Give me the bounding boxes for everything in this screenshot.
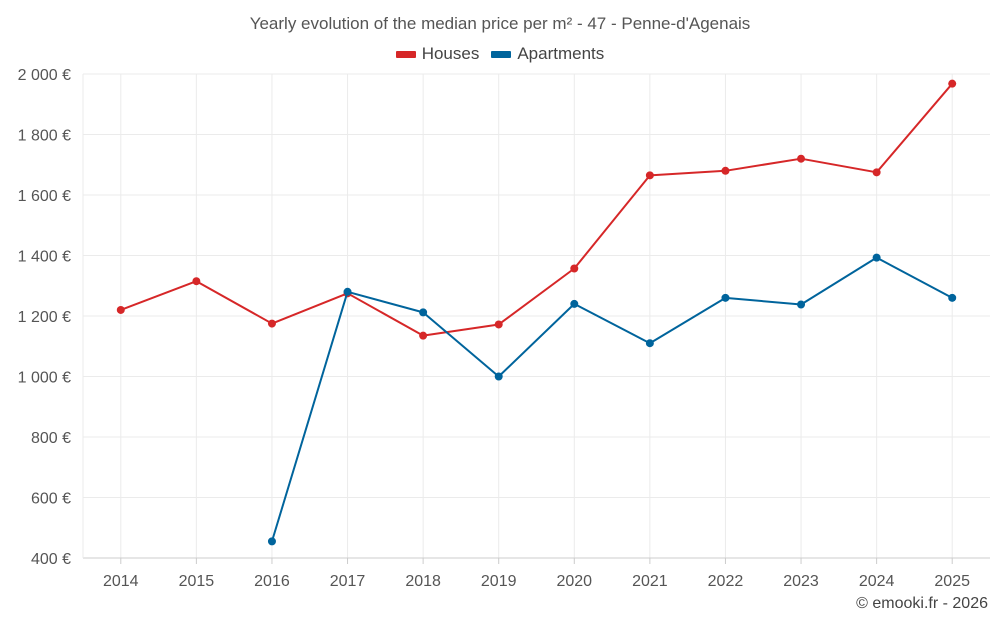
data-point-apartments[interactable]: [948, 293, 957, 302]
data-point-houses[interactable]: [645, 171, 654, 180]
x-tick-label: 2018: [405, 573, 441, 590]
credit: © emooki.fr - 2026: [856, 595, 988, 612]
y-tick-label: 1 400 €: [18, 249, 71, 266]
data-point-apartments[interactable]: [570, 299, 579, 308]
axes: 400 € 600 € 800 € 1 000 € 1 200 € 1 400 € 1 60…: [18, 67, 990, 590]
legend-label-apartments: Apartments: [517, 44, 605, 63]
x-tick-label: 2015: [179, 573, 215, 590]
y-tick-label: 400 €: [31, 551, 71, 568]
legend-item-houses[interactable]: Houses: [395, 44, 480, 64]
x-tick-label: 2019: [481, 573, 517, 590]
x-tick-label: 2017: [330, 573, 366, 590]
x-tick-label: 2021: [632, 573, 668, 590]
series-apartments: [267, 253, 957, 546]
chart-title: Yearly evolution of the median price per…: [249, 14, 751, 33]
x-tick-label: 2020: [556, 573, 592, 590]
data-point-apartments[interactable]: [872, 253, 881, 262]
series-layer: [116, 79, 957, 546]
y-tick-label: 1 200 €: [18, 309, 71, 326]
grid: [83, 73, 990, 559]
series-line-houses: [120, 83, 953, 337]
data-point-apartments[interactable]: [343, 287, 352, 296]
data-point-houses[interactable]: [192, 277, 201, 286]
data-point-apartments[interactable]: [797, 300, 806, 309]
series-line-apartments: [271, 256, 953, 542]
data-point-houses[interactable]: [494, 320, 503, 329]
data-point-houses[interactable]: [267, 319, 276, 328]
data-point-apartments[interactable]: [267, 537, 276, 546]
legend-item-apartments[interactable]: Apartments: [491, 44, 604, 64]
y-tick-label: 2 000 €: [18, 67, 71, 84]
y-tick-label: 1 000 €: [18, 370, 71, 387]
data-point-houses[interactable]: [570, 264, 579, 273]
x-tick-label: 2022: [708, 573, 744, 590]
data-point-apartments[interactable]: [494, 372, 503, 381]
legend-swatch-houses: [395, 50, 416, 58]
x-tick-label: 2016: [254, 573, 290, 590]
data-point-apartments[interactable]: [419, 308, 428, 317]
data-point-houses[interactable]: [797, 154, 806, 163]
data-point-houses[interactable]: [721, 166, 730, 175]
y-tick-label: 600 €: [31, 491, 71, 508]
data-point-apartments[interactable]: [645, 339, 654, 348]
data-point-houses[interactable]: [419, 331, 428, 340]
legend-label-houses: Houses: [421, 44, 480, 63]
legend-swatch-apartments: [491, 50, 512, 58]
x-tick-label: 2023: [783, 573, 819, 590]
series-houses: [116, 79, 957, 340]
y-tick-label: 1 800 €: [18, 128, 71, 145]
data-point-houses[interactable]: [872, 168, 881, 177]
data-point-houses[interactable]: [948, 79, 957, 88]
x-tick-label: 2025: [934, 573, 970, 590]
legend: Houses Apartments: [0, 44, 1000, 64]
y-tick-label: 1 600 €: [18, 188, 71, 205]
data-point-apartments[interactable]: [721, 293, 730, 302]
x-tick-label: 2024: [859, 573, 895, 590]
data-point-houses[interactable]: [116, 305, 125, 314]
x-tick-label: 2014: [103, 573, 139, 590]
y-tick-label: 800 €: [31, 430, 71, 447]
